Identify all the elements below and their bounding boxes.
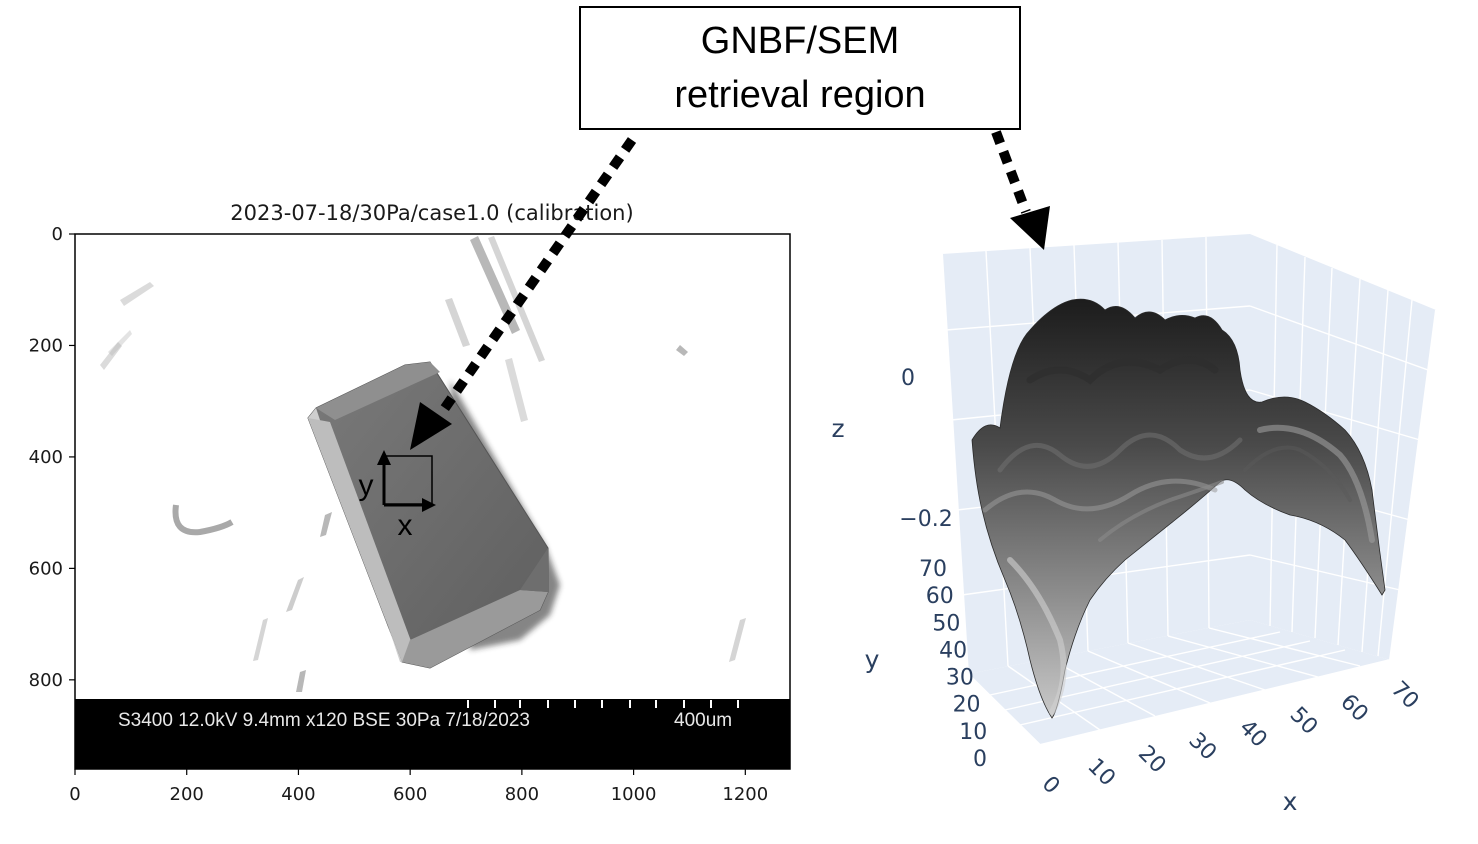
arrow-to-surface bbox=[991, 130, 1031, 214]
y-tick-label: 0 bbox=[973, 747, 987, 772]
y-tick-label: 50 bbox=[932, 611, 960, 636]
y-tick-label: 20 bbox=[953, 693, 981, 718]
y-axis-title: y bbox=[865, 645, 880, 674]
sem-y-tick-label: 400 bbox=[29, 447, 63, 468]
y-tick-label: 60 bbox=[926, 584, 954, 609]
y-tick-label: 10 bbox=[959, 720, 987, 745]
sem-title: 2023-07-18/30Pa/case1.0 (calibration) bbox=[230, 201, 633, 225]
debris-fibre bbox=[172, 504, 234, 536]
arrow-to-roi bbox=[435, 137, 637, 418]
roi-axes bbox=[377, 450, 436, 512]
z-tick-label: −0.2 bbox=[899, 507, 952, 532]
sem-y-tick-label: 600 bbox=[29, 558, 63, 579]
x-tick-label: 20 bbox=[1133, 741, 1170, 778]
x-tick-label: 70 bbox=[1386, 677, 1423, 714]
floor bbox=[968, 620, 1390, 745]
callout-box: GNBF/SEM retrieval region bbox=[579, 6, 1021, 130]
z-ticks: 0 −0.2 bbox=[899, 366, 952, 532]
sem-x-ticks: 0 200 400 600 800 1000 1200 bbox=[69, 769, 768, 805]
x-tick-label: 50 bbox=[1285, 702, 1322, 739]
sem-x-tick-label: 0 bbox=[69, 784, 80, 805]
scale-bar bbox=[467, 700, 739, 708]
x-axis-title: x bbox=[1283, 787, 1298, 816]
x-tick-label: 40 bbox=[1234, 715, 1271, 752]
y-tick-label: 70 bbox=[919, 557, 947, 582]
sem-info-bar bbox=[75, 699, 790, 769]
callout-arrows bbox=[410, 130, 1050, 450]
x-tick-label: 0 bbox=[1037, 772, 1065, 800]
arrow-to-surface-head bbox=[1010, 206, 1050, 250]
z-axis-title: z bbox=[831, 414, 844, 443]
x-tick-label: 30 bbox=[1184, 728, 1221, 765]
sem-y-tick-label: 200 bbox=[29, 335, 63, 356]
sem-info-text: S3400 12.0kV 9.4mm x120 BSE 30Pa 7/18/20… bbox=[118, 710, 530, 731]
sem-x-tick-label: 800 bbox=[505, 784, 539, 805]
roi-y-label: y bbox=[359, 469, 374, 502]
sem-panel: 2023-07-18/30Pa/case1.0 (calibration) bbox=[29, 201, 791, 805]
y-tick-label: 30 bbox=[946, 666, 974, 691]
y-tick-label: 40 bbox=[939, 638, 967, 663]
surface-shading bbox=[982, 356, 1375, 715]
sem-y-ticks: 0 200 400 600 800 bbox=[29, 224, 75, 691]
sem-y-tick-label: 0 bbox=[52, 224, 63, 245]
sem-x-tick-label: 1000 bbox=[611, 784, 657, 805]
sem-x-tick-label: 400 bbox=[281, 784, 315, 805]
sem-x-tick-label: 600 bbox=[393, 784, 427, 805]
sem-image: y x S3400 12.0kV 9.4mm x120 BSE 30Pa 7/1… bbox=[74, 233, 791, 770]
sem-scale-label: 400um bbox=[674, 710, 732, 731]
x-tick-label: 60 bbox=[1335, 690, 1372, 727]
sem-axes-frame bbox=[74, 233, 791, 770]
sem-x-tick-label: 200 bbox=[170, 784, 204, 805]
callout-line-2: retrieval region bbox=[674, 74, 926, 116]
crystal bbox=[307, 361, 549, 669]
surface-box-edges bbox=[941, 253, 1437, 747]
sem-y-tick-label: 800 bbox=[29, 670, 63, 691]
z-tick-label: 0 bbox=[901, 366, 915, 391]
x-tick-label: 10 bbox=[1082, 754, 1119, 791]
sem-x-tick-label: 1200 bbox=[722, 784, 768, 805]
arrow-to-roi-head bbox=[410, 402, 452, 450]
surface bbox=[971, 298, 1386, 719]
callout-line-1: GNBF/SEM bbox=[700, 20, 900, 62]
roi-x-label: x bbox=[398, 509, 413, 542]
